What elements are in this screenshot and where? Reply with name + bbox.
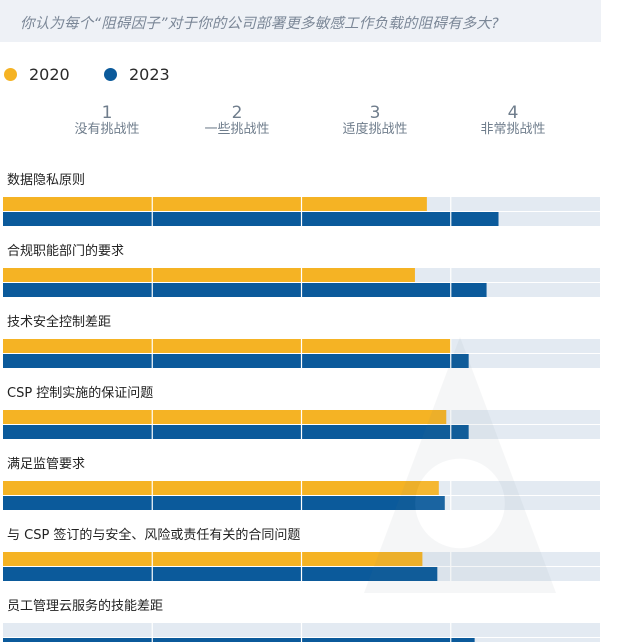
bar-2023-3 xyxy=(3,425,469,439)
bar-2020-5 xyxy=(3,552,423,566)
scale-text: 适度挑战性 xyxy=(342,122,408,137)
legend-label-2023: 2023 xyxy=(129,65,170,84)
legend-label-2020: 2020 xyxy=(29,65,70,84)
scale-text: 非常挑战性 xyxy=(480,122,546,137)
scale-label-3: 3 适度挑战性 xyxy=(315,104,435,138)
bar-2023-1 xyxy=(3,283,487,297)
category-label: 满足监管要求 xyxy=(7,457,85,472)
survey-question: 你认为每个“阻碍因子”对于你的公司部署更多敏感工作负载的阻碍有多大? xyxy=(20,16,500,32)
question-banner: 你认为每个“阻碍因子”对于你的公司部署更多敏感工作负载的阻碍有多大? xyxy=(0,0,601,42)
bar-2023-5 xyxy=(3,567,438,581)
bar-2020-2 xyxy=(3,339,451,353)
scale-number: 3 xyxy=(369,103,381,123)
scale-number: 2 xyxy=(231,103,243,123)
scale-number: 4 xyxy=(507,103,519,123)
bar-2023-6 xyxy=(3,638,475,642)
category-label: 合规职能部门的要求 xyxy=(7,243,124,259)
scale-number: 1 xyxy=(101,103,113,123)
bar-2023-4 xyxy=(3,496,445,510)
legend-dot-2020 xyxy=(4,68,17,81)
bar-2020-1 xyxy=(3,268,415,282)
category-label: 员工管理云服务的技能差距 xyxy=(7,598,163,614)
bar-2020-0 xyxy=(3,197,427,211)
legend-dot-2023 xyxy=(104,68,117,81)
category-label: 技术安全控制差距 xyxy=(7,314,111,330)
category-label: 与 CSP 签订的与安全、风险或责任有关的合同问题 xyxy=(7,527,300,543)
bar-2023-0 xyxy=(3,212,499,226)
scale-label-1: 1 没有挑战性 xyxy=(47,104,167,138)
scale-label-4: 4 非常挑战性 xyxy=(453,104,573,138)
scale-text: 没有挑战性 xyxy=(74,122,140,137)
bar-2020-3 xyxy=(3,410,447,424)
bar-2020-4 xyxy=(3,481,439,495)
category-label: 数据隐私原则 xyxy=(7,173,85,188)
scale-text: 一些挑战性 xyxy=(204,122,270,137)
bar-2023-2 xyxy=(3,354,469,368)
scale-label-2: 2 一些挑战性 xyxy=(177,104,297,138)
category-label: CSP 控制实施的保证问题 xyxy=(7,385,153,401)
